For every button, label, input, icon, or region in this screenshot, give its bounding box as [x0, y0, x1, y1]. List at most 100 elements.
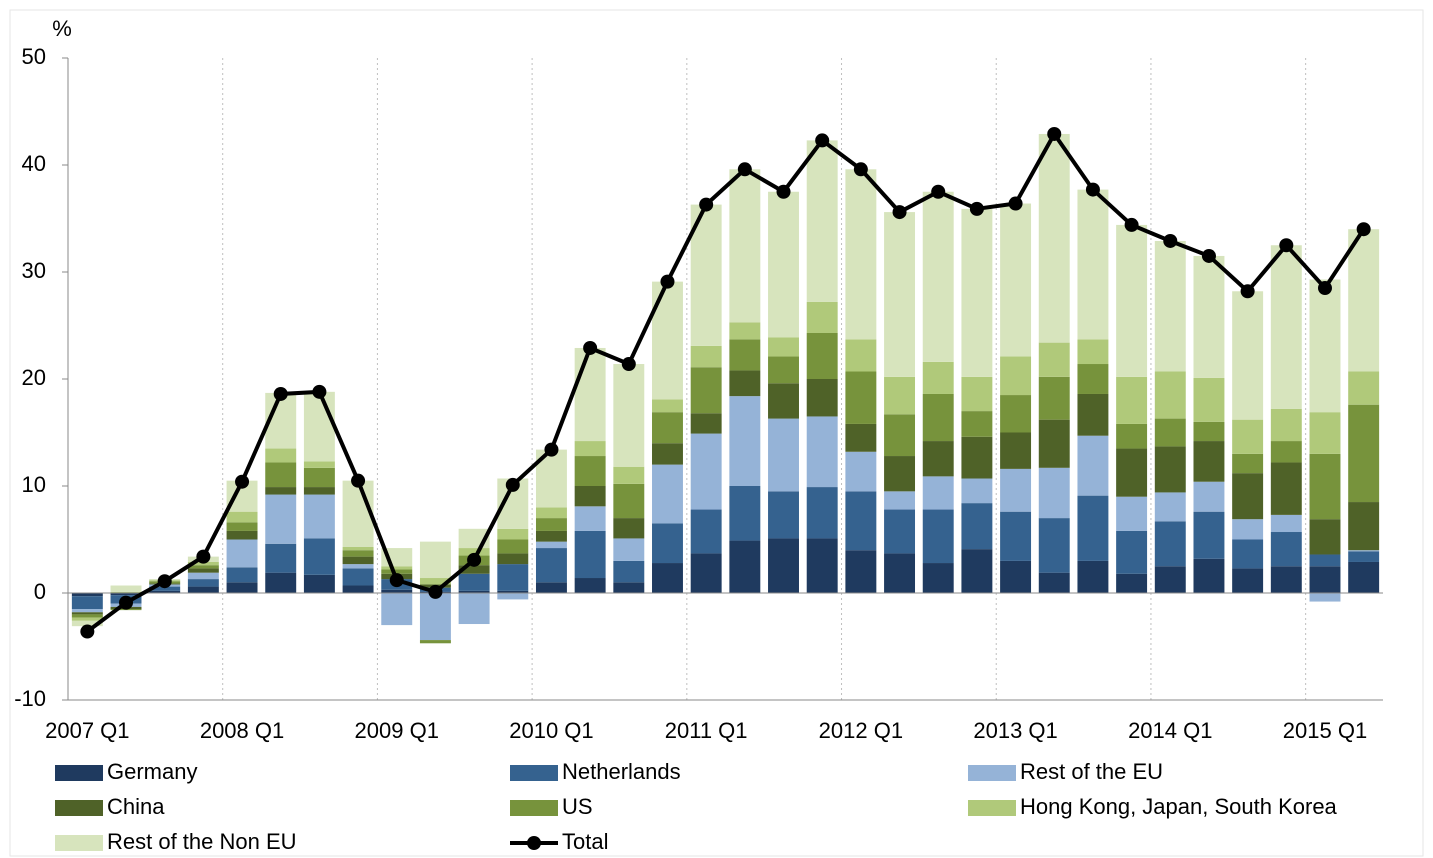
bar — [265, 462, 297, 488]
bar — [1348, 229, 1380, 372]
bar — [1038, 133, 1070, 343]
bar — [1154, 240, 1186, 372]
line-marker — [1047, 126, 1062, 141]
bar — [1270, 408, 1302, 442]
bar — [690, 345, 722, 368]
line-marker — [621, 357, 636, 372]
bar — [71, 596, 103, 610]
bar — [1077, 495, 1109, 561]
line-marker — [1279, 238, 1294, 253]
line-marker — [1085, 182, 1100, 197]
bar — [729, 396, 761, 486]
legend-swatch — [510, 800, 558, 816]
bar — [884, 553, 916, 593]
bar — [1000, 395, 1032, 433]
legend-swatch — [55, 800, 103, 816]
legend-swatch — [968, 800, 1016, 816]
bar — [845, 491, 877, 551]
line-marker — [312, 384, 327, 399]
bar — [303, 574, 335, 593]
bar — [1116, 423, 1148, 449]
line-marker — [273, 386, 288, 401]
bar — [1000, 203, 1032, 357]
line-marker — [80, 624, 95, 639]
line-marker — [157, 574, 172, 589]
bar — [187, 579, 219, 587]
y-tick-label: 30 — [22, 258, 46, 283]
line-marker — [737, 162, 752, 177]
legend-label: Rest of the Non EU — [107, 829, 297, 854]
bar — [768, 538, 799, 593]
bar — [961, 503, 993, 550]
bar — [1232, 419, 1264, 454]
bar — [1038, 518, 1070, 573]
bar — [1270, 514, 1302, 533]
bar — [690, 367, 722, 414]
bar — [961, 208, 993, 377]
bar — [806, 379, 838, 417]
bar — [845, 371, 877, 424]
line-marker — [196, 549, 211, 564]
bar — [1000, 511, 1032, 561]
bar — [226, 582, 258, 593]
bar — [574, 456, 606, 486]
bar — [652, 523, 683, 564]
bar — [419, 593, 451, 641]
bar — [265, 543, 297, 573]
bar — [303, 487, 335, 495]
bar — [71, 620, 103, 627]
bar — [535, 582, 567, 593]
bar — [458, 593, 490, 625]
bar — [1038, 342, 1070, 377]
bar — [922, 476, 954, 510]
bar — [535, 530, 567, 542]
bar — [458, 565, 490, 574]
line-marker — [351, 473, 366, 488]
bar — [922, 361, 954, 394]
bar — [613, 483, 645, 519]
line-marker — [1317, 281, 1332, 296]
bar — [1116, 573, 1148, 593]
bar — [1077, 364, 1109, 394]
bar — [1154, 566, 1186, 593]
bar — [1309, 519, 1341, 555]
bar — [535, 541, 567, 549]
bar — [690, 433, 722, 510]
bar — [806, 140, 838, 302]
bar — [1077, 393, 1109, 436]
bar — [226, 530, 258, 540]
bar — [1038, 572, 1070, 593]
line-marker — [969, 201, 984, 216]
bar — [187, 572, 219, 580]
line-marker — [389, 573, 404, 588]
bar — [729, 540, 761, 593]
line-marker — [853, 162, 868, 177]
bar — [1348, 550, 1380, 552]
bar — [1309, 554, 1341, 567]
legend-label: Germany — [107, 759, 197, 784]
legend-label: US — [562, 794, 593, 819]
legend-swatch — [968, 765, 1016, 781]
bar — [381, 566, 413, 570]
bar — [1154, 446, 1186, 493]
bar — [1077, 339, 1109, 365]
bar — [419, 578, 451, 585]
bar — [884, 491, 916, 510]
bar — [71, 593, 103, 597]
bar — [961, 549, 993, 593]
line-marker — [1240, 284, 1255, 299]
bar — [1038, 467, 1070, 519]
bar — [342, 546, 374, 551]
bar — [303, 538, 335, 575]
bar — [574, 441, 606, 457]
bar — [1154, 371, 1186, 419]
bar — [690, 413, 722, 434]
y-tick-label: 20 — [22, 365, 46, 390]
bar — [1193, 255, 1225, 378]
y-axis-label: % — [52, 16, 72, 41]
bar — [303, 467, 335, 488]
line-marker — [544, 442, 559, 457]
bar — [1309, 566, 1341, 593]
y-tick-label: 50 — [22, 44, 46, 69]
